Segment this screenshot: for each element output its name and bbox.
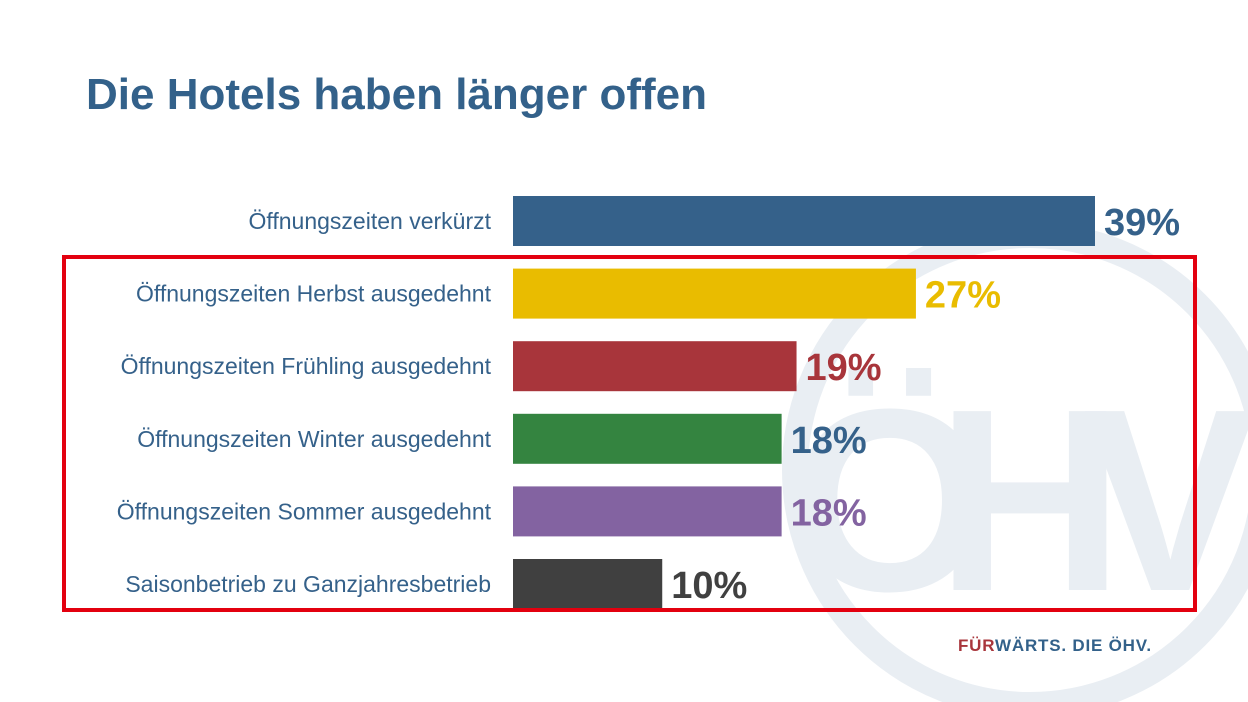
bar (513, 341, 797, 392)
category-label: Öffnungszeiten Frühling ausgedehnt (121, 353, 492, 379)
watermark-letter-o: Ö (789, 356, 991, 646)
value-label: 19% (806, 347, 882, 389)
bar (513, 196, 1095, 246)
value-label: 27% (925, 275, 1001, 317)
slogan-text: WÄRTS. DIE ÖHV. (995, 636, 1152, 655)
category-label: Öffnungszeiten Sommer ausgedehnt (117, 498, 492, 524)
value-label: 18% (791, 492, 867, 534)
highlight-frame (62, 255, 1197, 612)
watermark-letter-h: H (936, 356, 1124, 646)
watermark-letter-v: V (1083, 356, 1248, 646)
slogan: FÜRWÄRTS. DIE ÖHV. (958, 636, 1152, 656)
bar (513, 268, 916, 319)
value-label: 18% (791, 420, 867, 462)
category-label: Öffnungszeiten verkürzt (249, 208, 492, 234)
slide-title: Die Hotels haben länger offen (86, 70, 707, 119)
category-label: Saisonbetrieb zu Ganzjahresbetrieb (125, 571, 491, 597)
slogan-accent: FÜR (958, 636, 996, 655)
bar (513, 559, 663, 609)
category-label: Öffnungszeiten Herbst ausgedehnt (136, 281, 492, 307)
value-label: 39% (1104, 202, 1180, 244)
bar (513, 413, 782, 464)
category-label: Öffnungszeiten Winter ausgedehnt (137, 426, 491, 452)
value-label: 10% (671, 565, 747, 607)
bar (513, 486, 782, 537)
